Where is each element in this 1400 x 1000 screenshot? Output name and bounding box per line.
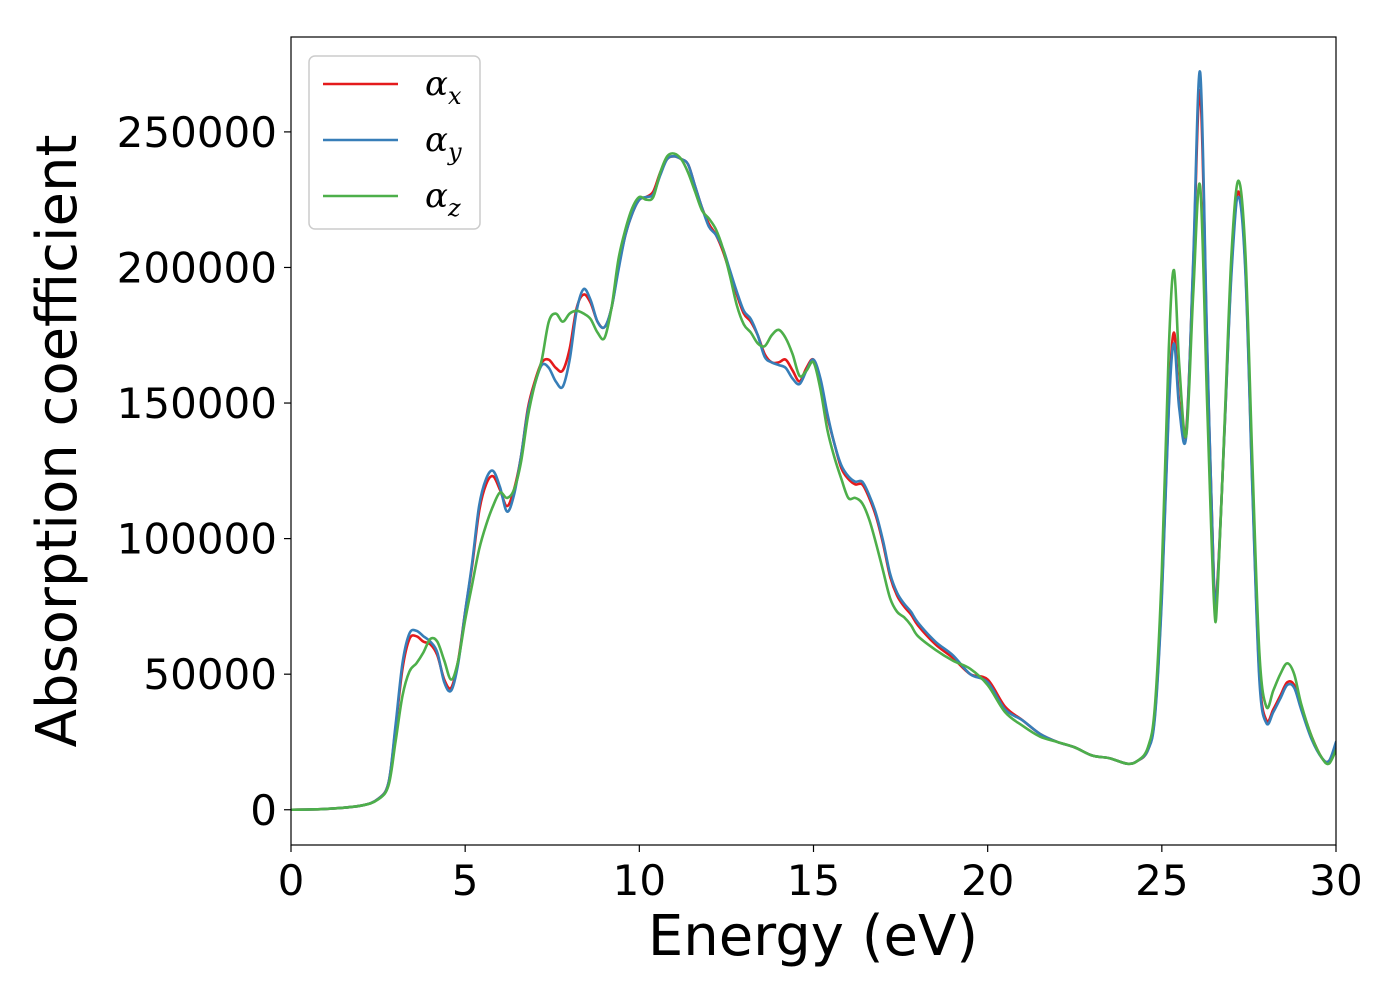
series-layer <box>291 70 1336 812</box>
y-tick-label: 150000 <box>117 379 277 428</box>
y-tick-label: 200000 <box>117 243 277 292</box>
x-axis: 0 5 10 15 20 25 30 <box>278 845 1363 905</box>
legend: αx αy αz <box>308 55 481 230</box>
y-tick-label: 50000 <box>143 650 277 699</box>
y-axis-title: Absorption coefficient <box>25 135 90 748</box>
y-tick-label: 0 <box>250 786 277 835</box>
legend-frame <box>308 55 481 230</box>
legend-label-z: αz <box>425 176 461 222</box>
series-line-z <box>291 152 1336 812</box>
legend-label-x: αx <box>425 64 462 110</box>
y-tick-label: 250000 <box>117 108 277 157</box>
x-tick-label: 5 <box>452 856 479 905</box>
x-tick-label: 30 <box>1309 856 1362 905</box>
x-axis-title: Energy (eV) <box>648 904 978 969</box>
legend-label-y: αy <box>425 120 462 166</box>
y-tick-label: 100000 <box>117 515 277 564</box>
x-tick-label: 20 <box>961 856 1014 905</box>
y-axis: 0 50000 100000 150000 200000 250000 <box>117 108 291 835</box>
x-tick-label: 15 <box>787 856 840 905</box>
x-tick-label: 0 <box>278 856 305 905</box>
x-tick-label: 25 <box>1135 856 1188 905</box>
x-tick-label: 10 <box>613 856 666 905</box>
